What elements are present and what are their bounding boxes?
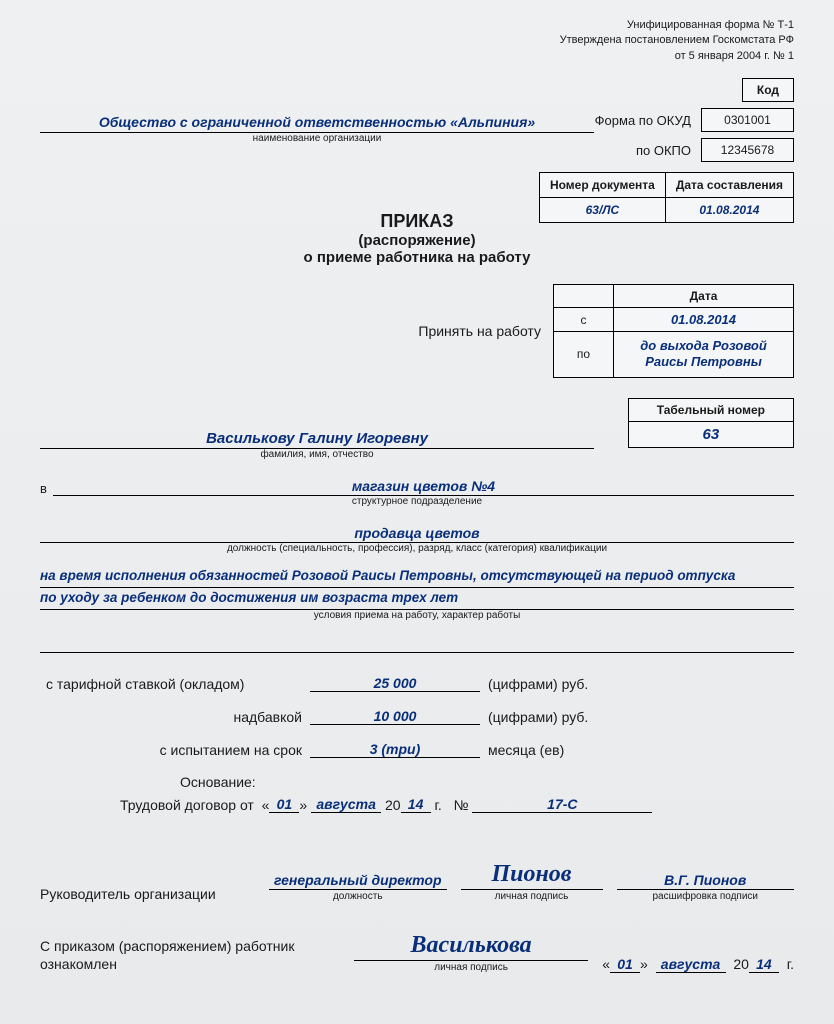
rate-value: 25 000 — [310, 675, 480, 692]
code-header: Код — [742, 79, 793, 102]
accept-row: Принять на работу Дата с 01.08.2014 по д… — [40, 284, 794, 378]
contract-day: 01 — [269, 796, 299, 813]
trial-label: с испытанием на срок — [40, 742, 310, 758]
contract-num: 17-С — [472, 796, 652, 813]
contract-month: августа — [311, 796, 381, 813]
dept-caption: структурное подразделение — [40, 496, 794, 507]
dept-prefix: в — [40, 481, 47, 496]
conditions-row: на время исполнения обязанностей Розовой… — [40, 566, 794, 654]
ack-signature: Василькова — [354, 932, 588, 961]
okpo-value: 12345678 — [702, 139, 794, 162]
accept-to-label: по — [554, 332, 614, 378]
form-header-line3: от 5 января 2004 г. № 1 — [40, 49, 794, 64]
position-caption: должность (специальность, профессия), ра… — [40, 543, 794, 554]
conditions-caption: условия приема на работу, характер работ… — [40, 610, 794, 621]
bonus-unit-num: (цифрами) — [488, 709, 558, 725]
dept-value: магазин цветов №4 — [53, 478, 794, 496]
ack-year-suffix: г. — [787, 956, 794, 972]
contract-label: Трудовой договор от — [120, 797, 254, 813]
org-name: Общество с ограниченной ответственностью… — [40, 114, 594, 133]
rate-label: с тарифной ставкой (окладом) — [40, 676, 310, 692]
manager-position-cap: должность — [269, 891, 447, 902]
bonus-unit-cur: руб. — [562, 709, 589, 725]
rate-unit-cur: руб. — [562, 676, 589, 692]
accept-to: до выхода Розовой Раисы Петровны — [614, 332, 794, 378]
salary-block: с тарифной ставкой (окладом) 25 000 (циф… — [40, 675, 794, 758]
trial-value: 3 (три) — [310, 741, 480, 758]
title-sub2: о приеме работника на работу — [40, 249, 794, 266]
accept-from-label: с — [554, 308, 614, 332]
contract-num-sign: № — [453, 797, 468, 813]
accept-label: Принять на работу — [418, 323, 541, 339]
docnum-label: Номер документа — [539, 173, 665, 198]
basis-label: Основание: — [40, 774, 794, 790]
bonus-value: 10 000 — [310, 708, 480, 725]
okud-value: 0301001 — [702, 109, 794, 132]
position-value: продавца цветов — [40, 525, 794, 543]
rate-unit-num: (цифрами) — [488, 676, 558, 692]
title-sub1: (распоряжение) — [40, 232, 794, 249]
manager-sign-block: Руководитель организации генеральный дир… — [40, 861, 794, 902]
manager-position: генеральный директор — [269, 872, 447, 890]
form-header: Унифицированная форма № Т-1 Утверждена п… — [40, 18, 794, 64]
dept-row: в магазин цветов №4 структурное подразде… — [40, 478, 794, 507]
ack-year-prefix: 20 — [733, 956, 749, 972]
ack-year: 14 — [749, 956, 779, 973]
manager-sign-cap: личная подпись — [461, 891, 603, 902]
manager-label: Руководитель организации — [40, 886, 255, 902]
manager-decode: В.Г. Пионов — [617, 872, 795, 890]
contract-year-prefix: 20 — [385, 797, 401, 813]
conditions-line2: по уходу за ребенком до достижения им во… — [40, 588, 794, 610]
bonus-label: надбавкой — [40, 709, 310, 725]
form-header-line1: Унифицированная форма № Т-1 — [40, 18, 794, 33]
okud-label: Форма по ОКУД — [595, 113, 691, 128]
docdate-label: Дата составления — [665, 173, 793, 198]
ack-sign-cap: личная подпись — [354, 962, 588, 973]
org-caption: наименование организации — [40, 133, 594, 144]
tabel-value: 63 — [628, 421, 793, 447]
ack-day: 01 — [610, 956, 640, 973]
okpo-label: по ОКПО — [636, 143, 691, 158]
contract-year-suffix: г. — [434, 797, 441, 813]
trial-unit: месяца (ев) — [480, 742, 564, 758]
employee-caption: фамилия, имя, отчество — [40, 449, 594, 460]
manager-decode-cap: расшифровка подписи — [617, 891, 795, 902]
ack-month: августа — [656, 956, 726, 973]
employee-name: Василькову Галину Игоревну — [40, 430, 594, 449]
conditions-line1: на время исполнения обязанностей Розовой… — [40, 566, 794, 588]
manager-signature: Пионов — [461, 861, 603, 890]
form-header-line2: Утверждена постановлением Госкомстата РФ — [40, 33, 794, 48]
docdate-value: 01.08.2014 — [665, 198, 793, 223]
docnum-value: 63/ЛС — [539, 198, 665, 223]
contract-year: 14 — [401, 796, 431, 813]
conditions-empty-line — [40, 631, 794, 653]
tabel-header: Табельный номер — [628, 398, 793, 421]
ack-label: С приказом (распоряжением) работник озна… — [40, 937, 340, 973]
basis-block: Основание: Трудовой договор от «01» авгу… — [40, 774, 794, 813]
code-header-table: Код — [742, 78, 794, 102]
accept-date-header: Дата — [614, 285, 794, 308]
position-row: продавца цветов должность (специальность… — [40, 525, 794, 554]
accept-from: 01.08.2014 — [614, 308, 794, 332]
ack-block: С приказом (распоряжением) работник озна… — [40, 932, 794, 973]
